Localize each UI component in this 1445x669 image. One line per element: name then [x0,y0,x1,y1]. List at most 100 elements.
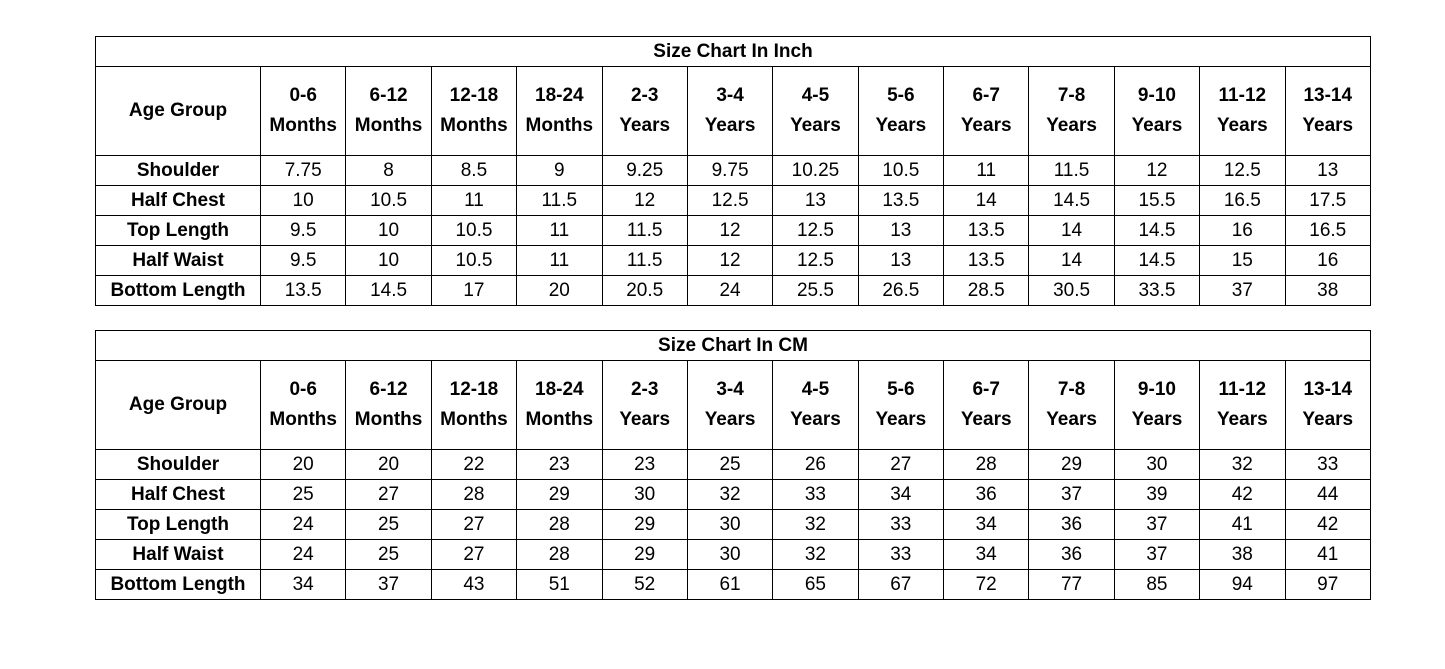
measurement-value: 33 [772,479,859,510]
measurement-value: 29 [601,509,688,540]
age-unit: Months [440,115,508,136]
age-unit: Years [1216,115,1268,136]
measurement-value: 42 [1199,479,1286,510]
age-range: 5-6 [887,85,915,106]
size-chart-cm-table: Size Chart In CM Age Group 0-6 Months 6-12 Mo… [95,330,1371,600]
measurement-value: 97 [1284,569,1371,600]
measurement-value: 12.5 [772,245,859,276]
age-unit: Months [440,409,508,430]
measurement-value: 25.5 [772,275,859,306]
age-range: 18-24 [535,379,584,400]
age-group-column-header: 9-10 Years [1113,66,1201,156]
measurement-value: 17 [430,275,518,306]
measurement-value: 42 [1284,509,1371,540]
measurement-value: 29 [601,539,688,570]
age-unit: Years [1302,115,1354,136]
measurement-value: 33 [857,539,945,570]
measurement-value: 13.5 [942,245,1030,276]
measurement-value: 33 [857,509,945,540]
measurement-value: 13 [1284,155,1371,186]
measurement-value: 37 [1113,509,1201,540]
measurement-value: 30 [1113,449,1201,480]
measurement-value: 33.5 [1113,275,1201,306]
age-group-column-header: 3-4 Years [686,66,774,156]
table-row: Half Chest 10 10.5 11 11.5 12 12.5 13 13.5 14 14.5… [95,185,1371,216]
measurement-label: Half Waist [95,539,261,570]
measurement-value: 9.5 [259,215,347,246]
age-range: 11-12 [1218,379,1267,400]
measurement-value: 72 [942,569,1030,600]
measurement-label: Bottom Length [95,275,261,306]
age-group-column-header: 7-8 Years [1028,66,1115,156]
age-group-column-header: 5-6 Years [857,66,945,156]
measurement-value: 32 [1199,449,1286,480]
age-group-column-header: 11-12 Years [1199,66,1286,156]
measurement-value: 22 [430,449,518,480]
age-unit: Years [960,409,1012,430]
age-group-column-header: 0-6 Months [259,360,347,450]
age-range: 6-7 [972,379,1000,400]
measurement-value: 23 [516,449,603,480]
age-range: 7-8 [1057,379,1086,400]
measurement-value: 77 [1028,569,1115,600]
measurement-value: 39 [1113,479,1201,510]
age-group-column-header: 6-7 Years [942,66,1030,156]
table-row: Shoulder 7.75 8 8.5 9 9.25 9.75 10.25 10.5 11 11.5… [95,155,1371,186]
measurement-value: 10.25 [772,155,859,186]
measurement-value: 13.5 [942,215,1030,246]
measurement-value: 13.5 [259,275,347,306]
age-unit: Years [619,115,671,136]
measurement-value: 36 [1028,539,1115,570]
measurement-value: 12 [1113,155,1201,186]
age-group-header: Age Group [95,360,261,450]
measurement-value: 8 [345,155,432,186]
age-range: 7-8 [1057,85,1086,106]
measurement-value: 11.5 [601,215,688,246]
age-group-column-header: 13-14 Years [1284,360,1371,450]
measurement-value: 24 [686,275,774,306]
measurement-value: 15.5 [1113,185,1201,216]
measurement-value: 28 [942,449,1030,480]
measurement-value: 41 [1284,539,1371,570]
measurement-value: 7.75 [259,155,347,186]
measurement-value: 37 [1113,539,1201,570]
measurement-value: 28.5 [942,275,1030,306]
age-unit: Years [1046,409,1097,430]
measurement-value: 14 [1028,215,1115,246]
age-unit: Years [1046,115,1097,136]
measurement-label: Bottom Length [95,569,261,600]
table-title: Size Chart In Inch [95,36,1371,67]
header-row: Age Group 0-6 Months 6-12 Months 12-18 Months 1… [95,360,1371,450]
age-unit: Months [354,115,423,136]
age-unit: Years [1216,409,1268,430]
age-group-column-header: 2-3 Years [601,66,688,156]
measurement-value: 34 [942,539,1030,570]
size-chart-inch-table: Size Chart In Inch Age Group 0-6 Months 6-12… [95,36,1371,306]
measurement-value: 27 [345,479,432,510]
age-group-column-header: 4-5 Years [772,360,859,450]
age-group-header: Age Group [95,66,261,156]
age-range: 2-3 [630,85,659,106]
measurement-value: 10 [345,245,432,276]
measurement-value: 14 [942,185,1030,216]
measurement-value: 11 [516,215,603,246]
measurement-value: 9.25 [601,155,688,186]
measurement-value: 17.5 [1284,185,1371,216]
age-range: 6-12 [369,379,408,400]
age-unit: Years [1131,409,1183,430]
measurement-value: 28 [430,479,518,510]
measurement-value: 32 [772,539,859,570]
age-group-column-header: 6-12 Months [345,360,432,450]
measurement-value: 27 [857,449,945,480]
age-range: 3-4 [716,85,744,106]
measurement-value: 16.5 [1199,185,1286,216]
measurement-value: 11.5 [1028,155,1115,186]
age-group-column-header: 12-18 Months [430,66,518,156]
age-range: 5-6 [887,379,915,400]
measurement-value: 23 [601,449,688,480]
age-unit: Years [704,115,756,136]
age-unit: Months [269,115,337,136]
measurement-value: 37 [345,569,432,600]
measurement-value: 28 [516,539,603,570]
measurement-value: 30 [686,539,774,570]
